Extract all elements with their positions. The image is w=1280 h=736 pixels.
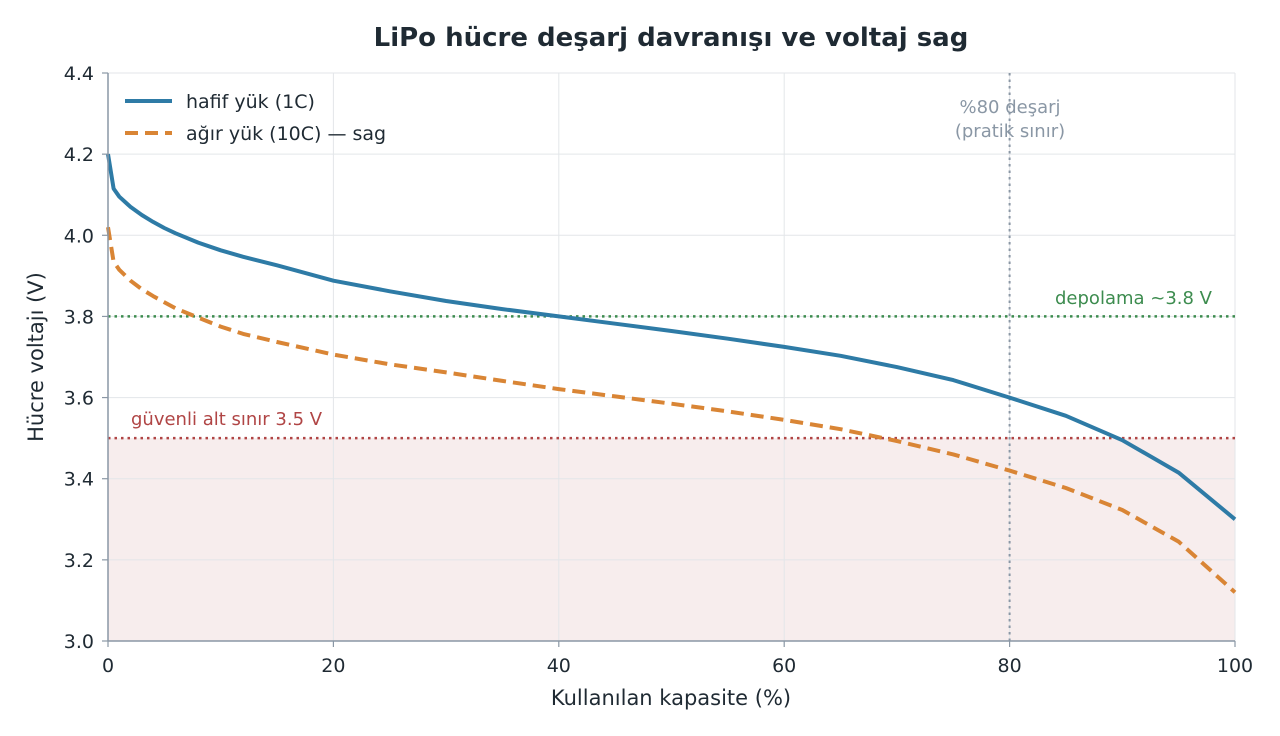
y-tick-label: 4.4 xyxy=(64,63,94,85)
series-line-light-load xyxy=(106,153,1237,521)
storage-line-label: depolama ~3.8 V xyxy=(1055,288,1213,309)
axes xyxy=(102,72,1236,647)
x-tick-label: 80 xyxy=(998,655,1022,677)
unsafe-zone-shading xyxy=(108,438,1235,641)
y-axis-title: Hücre voltajı (V) xyxy=(24,272,48,442)
y-tick-label: 3.0 xyxy=(64,631,94,653)
y-tick-label: 3.2 xyxy=(64,550,94,572)
safe-limit-label: güvenli alt sınır 3.5 V xyxy=(131,409,323,430)
y-tick-label: 3.6 xyxy=(64,388,94,410)
discharge-limit-label-line1: %80 deşarj xyxy=(959,97,1060,118)
y-tick-label: 3.4 xyxy=(64,469,94,491)
unsafe-zone xyxy=(108,438,1235,641)
tick-labels: 0 20 40 60 80 100 3.0 3.2 3.4 3.6 3.8 4.0 4.2 4.4 xyxy=(64,63,1253,677)
x-tick-label: 40 xyxy=(547,655,571,677)
series-lines xyxy=(106,153,1237,594)
x-tick-label: 0 xyxy=(102,655,114,677)
series-line-heavy-load xyxy=(106,226,1237,594)
x-axis-title: Kullanılan kapasite (%) xyxy=(551,686,791,710)
gridlines xyxy=(107,72,1236,642)
y-tick-label: 4.0 xyxy=(64,225,94,247)
x-tick-label: 60 xyxy=(772,655,796,677)
legend-label-light-load: hafif yük (1C) xyxy=(186,91,315,113)
discharge-limit-label-line2: (pratik sınır) xyxy=(955,121,1065,142)
legend: hafif yük (1C) ağır yük (10C) — sag xyxy=(125,91,386,145)
y-tick-label: 4.2 xyxy=(64,144,94,166)
chart-title: LiPo hücre deşarj davranışı ve voltaj sa… xyxy=(374,23,969,53)
legend-label-heavy-load: ağır yük (10C) — sag xyxy=(186,123,386,145)
y-tick-label: 3.8 xyxy=(64,306,94,328)
x-tick-label: 20 xyxy=(321,655,345,677)
x-tick-label: 100 xyxy=(1217,655,1253,677)
